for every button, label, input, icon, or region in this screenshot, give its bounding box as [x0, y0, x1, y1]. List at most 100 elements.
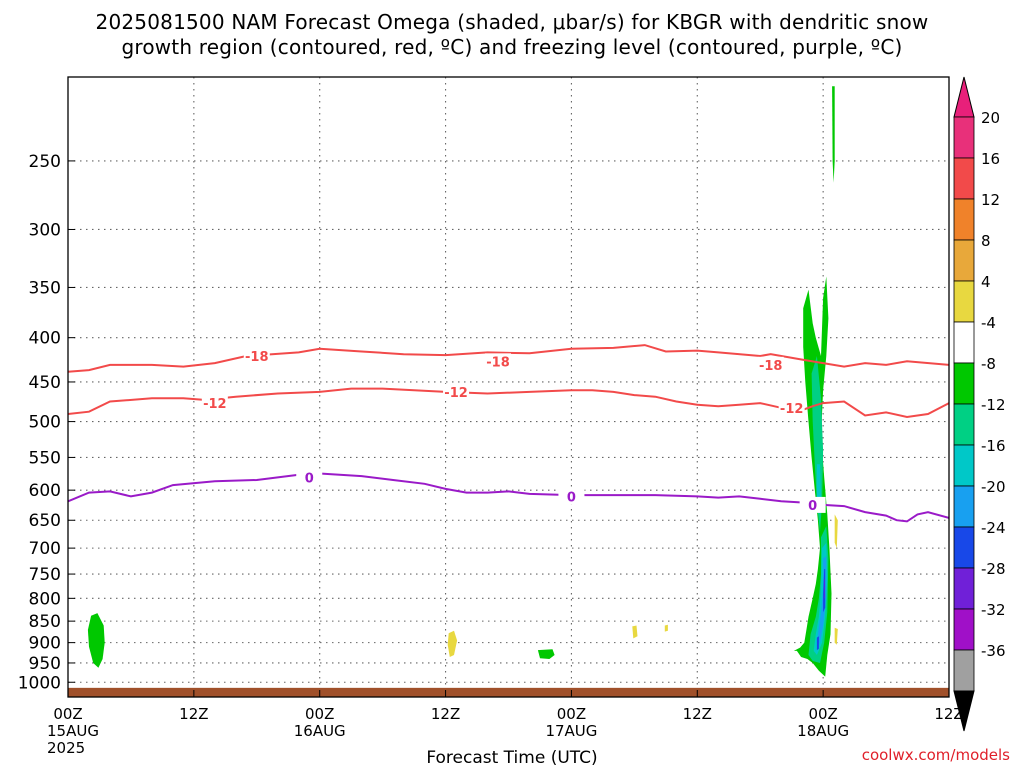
y-tick-label-950: 950	[29, 654, 61, 674]
omega-region-green-top	[832, 86, 835, 183]
y-tick-label-750: 750	[29, 565, 61, 585]
y-tick-label-450: 450	[29, 373, 61, 393]
colorbar-label: -4	[981, 314, 996, 332]
omega-region-green-left	[87, 613, 105, 668]
colorbar-swatch	[953, 157, 975, 200]
y-tick-label-1000: 1000	[18, 673, 61, 693]
contour-label-0: 0	[808, 499, 817, 514]
colorbar-swatch	[953, 649, 975, 692]
contour-label-bg	[485, 353, 512, 370]
omega-region-yellow-d	[834, 514, 838, 549]
colorbar-label: -12	[981, 396, 1006, 414]
omega-region-purple	[824, 579, 825, 599]
colorbar-swatch	[953, 239, 975, 282]
contour-label-bg	[778, 399, 805, 416]
colorbar-label: -20	[981, 478, 1006, 496]
y-tick-label-600: 600	[29, 481, 61, 501]
y-tick-label-700: 700	[29, 539, 61, 559]
contour-label-bg	[296, 469, 323, 486]
colorbar-label: 12	[981, 191, 1000, 209]
colorbar-swatch	[953, 444, 975, 487]
x-tick-label: 00Z	[305, 705, 334, 723]
colorbar-label: 4	[981, 273, 991, 291]
credit-link[interactable]: coolwx.com/models	[861, 746, 1010, 764]
contour-label-bg	[243, 348, 270, 365]
colorbar-swatch	[953, 403, 975, 446]
colorbar-label: -28	[981, 560, 1006, 578]
colorbar-label: 8	[981, 232, 991, 250]
y-axis: 2503003504004505005506006507007508008509…	[18, 152, 75, 693]
contour-label-bg	[558, 488, 585, 505]
contour-label--18: -18	[486, 355, 510, 370]
contour-label--12: -12	[780, 402, 804, 417]
colorbar-label: -8	[981, 355, 996, 373]
contour-label-0: 0	[567, 490, 576, 505]
contour-label-bg	[201, 395, 228, 412]
omega-region-darkblue-base	[816, 636, 819, 651]
colorbar-swatch	[953, 321, 975, 364]
colorbar-label: -16	[981, 437, 1006, 455]
contour-label--12: -12	[203, 397, 227, 412]
contour-label-bg	[799, 496, 826, 513]
omega-shading	[87, 86, 838, 677]
x-axis-title: Forecast Time (UTC)	[426, 748, 598, 768]
contour-line--18	[68, 344, 949, 373]
omega-region-yellow-b	[632, 625, 638, 639]
x-tick-label: 12Z	[683, 705, 712, 723]
y-tick-label-650: 650	[29, 511, 61, 531]
contour-label-bg	[757, 356, 784, 373]
colorbar-swatch	[953, 116, 975, 159]
omega-region-green-mid	[537, 649, 555, 659]
colorbar-swatch	[953, 567, 975, 610]
chart-title-line-1: 2025081500 NAM Forecast Omega (shaded, μ…	[95, 10, 929, 34]
x-tick-label: 12Z	[934, 705, 963, 723]
plot-area	[68, 77, 949, 697]
colorbar-swatch	[953, 526, 975, 569]
x-date-label: 2025	[47, 739, 85, 757]
x-tick-label: 00Z	[53, 705, 82, 723]
x-tick-label: 00Z	[808, 705, 837, 723]
y-tick-label-300: 300	[29, 220, 61, 240]
contour-lines: -18 -18 -18 -12 -12 -12 0 0 0	[68, 344, 949, 523]
colorbar-label: 16	[981, 150, 1000, 168]
colorbar-swatch	[953, 485, 975, 528]
colorbar-swatch	[953, 362, 975, 405]
plot-frame	[67, 76, 950, 698]
colorbar-label: -36	[981, 642, 1006, 660]
y-tick-label-900: 900	[29, 634, 61, 654]
surface-terrain	[68, 687, 949, 697]
x-date-label: 15AUG	[47, 722, 99, 740]
colorbar-swatch	[953, 198, 975, 241]
omega-region-yellow-e	[834, 627, 838, 645]
x-tick-label: 12Z	[431, 705, 460, 723]
colorbar-label: 20	[981, 109, 1000, 127]
colorbar-swatch	[953, 608, 975, 651]
colorbar-bottom-arrow	[953, 690, 975, 732]
chart-title-line-2: growth region (contoured, red, ºC) and f…	[121, 35, 903, 59]
x-date-label: 17AUG	[545, 722, 597, 740]
contour-line-0	[68, 472, 949, 523]
contour-label-bg	[443, 383, 470, 400]
y-tick-label-350: 350	[29, 278, 61, 298]
contour-label-0: 0	[305, 471, 314, 486]
colorbar-top-arrow	[953, 76, 975, 118]
y-tick-label-400: 400	[29, 329, 61, 349]
colorbar-label: -24	[981, 519, 1006, 537]
colorbar-label: -32	[981, 601, 1006, 619]
y-tick-label-850: 850	[29, 612, 61, 632]
omega-region-yellow-c	[664, 624, 668, 632]
colorbar-swatch	[953, 280, 975, 323]
contour-label--18: -18	[245, 350, 269, 365]
y-tick-label-500: 500	[29, 413, 61, 433]
x-tick-label: 12Z	[179, 705, 208, 723]
surface-terrain-fill	[68, 687, 949, 697]
y-tick-label-250: 250	[29, 152, 61, 172]
colorbar: 20 16 12 8 4 -4 -8 -12 -16 -20 -24 -28 -32 -36	[953, 76, 1006, 732]
x-date-label: 16AUG	[294, 722, 346, 740]
contour-label--18: -18	[759, 359, 783, 374]
omega-region-yellow-a	[447, 630, 458, 657]
y-tick-label-800: 800	[29, 589, 61, 609]
